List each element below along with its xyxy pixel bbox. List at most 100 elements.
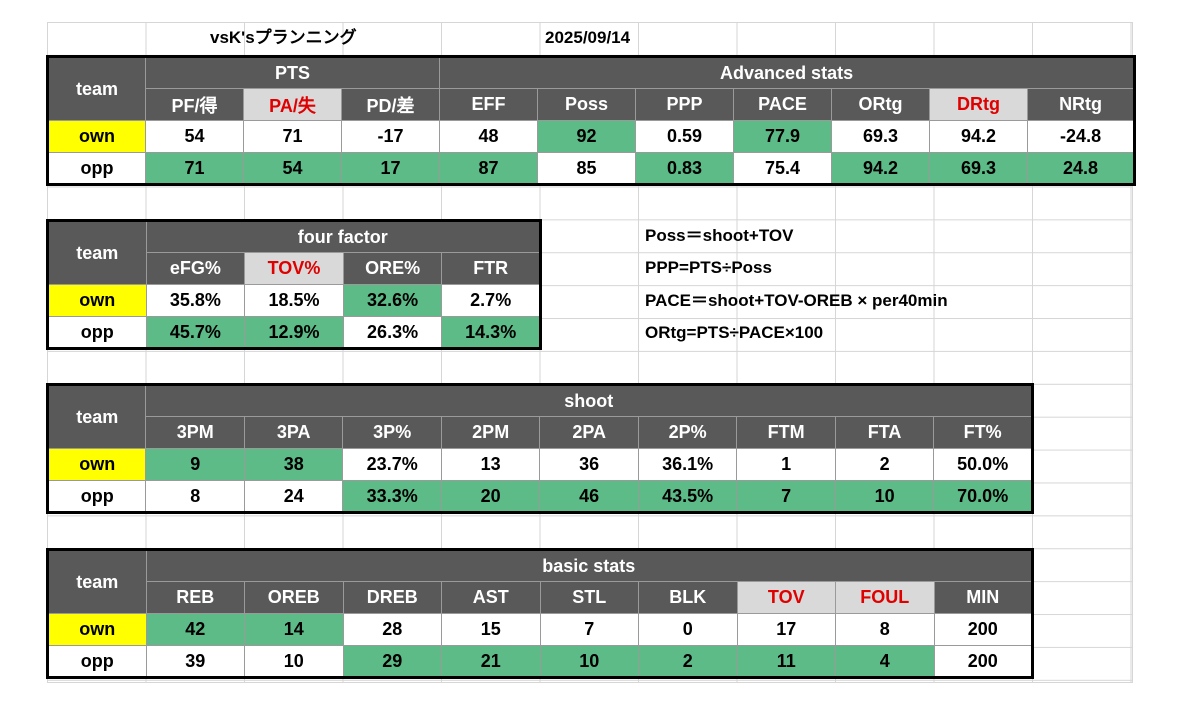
cell: 46: [539, 480, 639, 513]
team-header: team: [47, 56, 146, 121]
col-header-2p-pct: 2P%: [637, 416, 738, 449]
cell: 2: [834, 448, 935, 481]
cell: 69.3: [929, 152, 1029, 185]
col-header-3p-pct: 3P%: [342, 416, 442, 449]
formula-poss: Poss＝shoot+TOV: [645, 226, 794, 245]
four-factor-table: team four factor eFG% TOV% ORE% FTR own …: [46, 219, 542, 350]
cell: 36: [539, 448, 639, 481]
col-header-tov-pct: TOV%: [244, 252, 344, 285]
cell: 1: [736, 448, 836, 481]
table-row: opp 8 24 33.3% 20 46 43.5% 7 10 70.0%: [46, 480, 1033, 513]
cell: 92: [537, 120, 637, 153]
cell: 33.3%: [342, 480, 442, 513]
col-header-ftm: FTM: [736, 416, 836, 449]
team-own-label: own: [47, 613, 147, 646]
cell: 71: [145, 152, 244, 185]
col-header-blk: BLK: [638, 581, 738, 614]
cell: 14: [244, 613, 344, 646]
cell: 38: [243, 448, 344, 481]
col-header-ortg: ORtg: [831, 88, 931, 121]
col-header-3pa: 3PA: [243, 416, 344, 449]
table-row: opp 45.7% 12.9% 26.3% 14.3%: [47, 316, 541, 349]
col-header-ppp: PPP: [635, 88, 735, 121]
table-row: opp 71 54 17 87 85 0.83 75.4 94.2 69.3 2…: [47, 152, 1136, 185]
cell: 20: [440, 480, 541, 513]
cell: 23.7%: [342, 448, 442, 481]
col-header-nrtg: NRtg: [1027, 88, 1136, 121]
cell: 10: [244, 645, 344, 678]
cell: 26.3%: [342, 316, 443, 349]
team-header: team: [46, 384, 147, 449]
basic-stats-group-header: basic stats: [145, 549, 1033, 582]
pts-group-header: PTS: [144, 56, 441, 89]
cell: 0.83: [635, 152, 735, 185]
cell: 14.3%: [441, 316, 541, 349]
team-header: team: [47, 549, 147, 614]
cell: 69.3: [831, 120, 931, 153]
shoot-table: team shoot 3PM 3PA 3P% 2PM 2PA 2P% FTM F…: [46, 383, 1034, 514]
formula-ortg: ORtg=PTS÷PACE×100: [645, 323, 824, 342]
table-row: own 9 38 23.7% 13 36 36.1% 1 2 50.0%: [46, 448, 1033, 481]
cell: 43.5%: [637, 480, 738, 513]
cell: 39: [145, 645, 245, 678]
cell: 200: [933, 613, 1033, 646]
team-own-label: own: [46, 448, 147, 481]
cell: 0.59: [635, 120, 735, 153]
col-header-oreb: OREB: [244, 581, 344, 614]
cell: 54: [145, 120, 244, 153]
cell: 54: [243, 152, 342, 185]
cell: 35.8%: [145, 284, 246, 317]
cell: 2.7%: [441, 284, 541, 317]
sheet-title: vsK'sプランニング: [210, 28, 357, 47]
team-header: team: [47, 220, 147, 285]
col-header-pace: PACE: [733, 88, 833, 121]
col-header-2pa: 2PA: [539, 416, 639, 449]
cell: 17: [340, 152, 441, 185]
team-opp-label: opp: [46, 480, 147, 513]
col-header-fta: FTA: [834, 416, 935, 449]
col-header-poss: Poss: [537, 88, 637, 121]
cell: 50.0%: [933, 448, 1033, 481]
cell: 200: [933, 645, 1033, 678]
col-header-ft-pct: FT%: [933, 416, 1033, 449]
cell: 24: [243, 480, 344, 513]
team-own-label: own: [47, 120, 146, 153]
col-header-eff: EFF: [439, 88, 539, 121]
cell: 8: [145, 480, 245, 513]
cell: 45.7%: [145, 316, 246, 349]
col-header-tov: TOV: [736, 581, 836, 614]
table-row: own 42 14 28 15 7 0 17 8 200: [47, 613, 1033, 646]
cell: 71: [243, 120, 342, 153]
col-header-drtg: DRtg: [929, 88, 1029, 121]
cell: 87: [439, 152, 539, 185]
four-factor-group-header: four factor: [145, 220, 542, 253]
col-header-ast: AST: [441, 581, 541, 614]
cell: 32.6%: [342, 284, 443, 317]
cell: 10: [539, 645, 639, 678]
team-opp-label: opp: [47, 316, 147, 349]
cell: -24.8: [1027, 120, 1136, 153]
cell: 75.4: [733, 152, 833, 185]
basic-stats-table: team basic stats REB OREB DREB AST STL B…: [46, 548, 1034, 679]
cell: 29: [342, 645, 442, 678]
cell: 18.5%: [244, 284, 344, 317]
cell: 15: [441, 613, 541, 646]
team-opp-label: opp: [47, 152, 146, 185]
cell: 85: [537, 152, 637, 185]
col-header-ftr: FTR: [441, 252, 541, 285]
cell: 7: [736, 480, 836, 513]
cell: 8: [835, 613, 935, 646]
team-opp-label: opp: [47, 645, 147, 678]
col-header-reb: REB: [145, 581, 245, 614]
cell: 94.2: [831, 152, 931, 185]
cell: 9: [145, 448, 245, 481]
col-header-dreb: DREB: [342, 581, 442, 614]
formula-pace: PACE＝shoot+TOV-OREB × per40min: [645, 291, 948, 310]
cell: 0: [638, 613, 738, 646]
col-header-pf: PF/得: [145, 88, 244, 121]
cell: 42: [145, 613, 245, 646]
advanced-group-header: Advanced stats: [439, 56, 1136, 89]
cell: -17: [340, 120, 441, 153]
cell: 13: [440, 448, 541, 481]
col-header-pd: PD/差: [340, 88, 441, 121]
